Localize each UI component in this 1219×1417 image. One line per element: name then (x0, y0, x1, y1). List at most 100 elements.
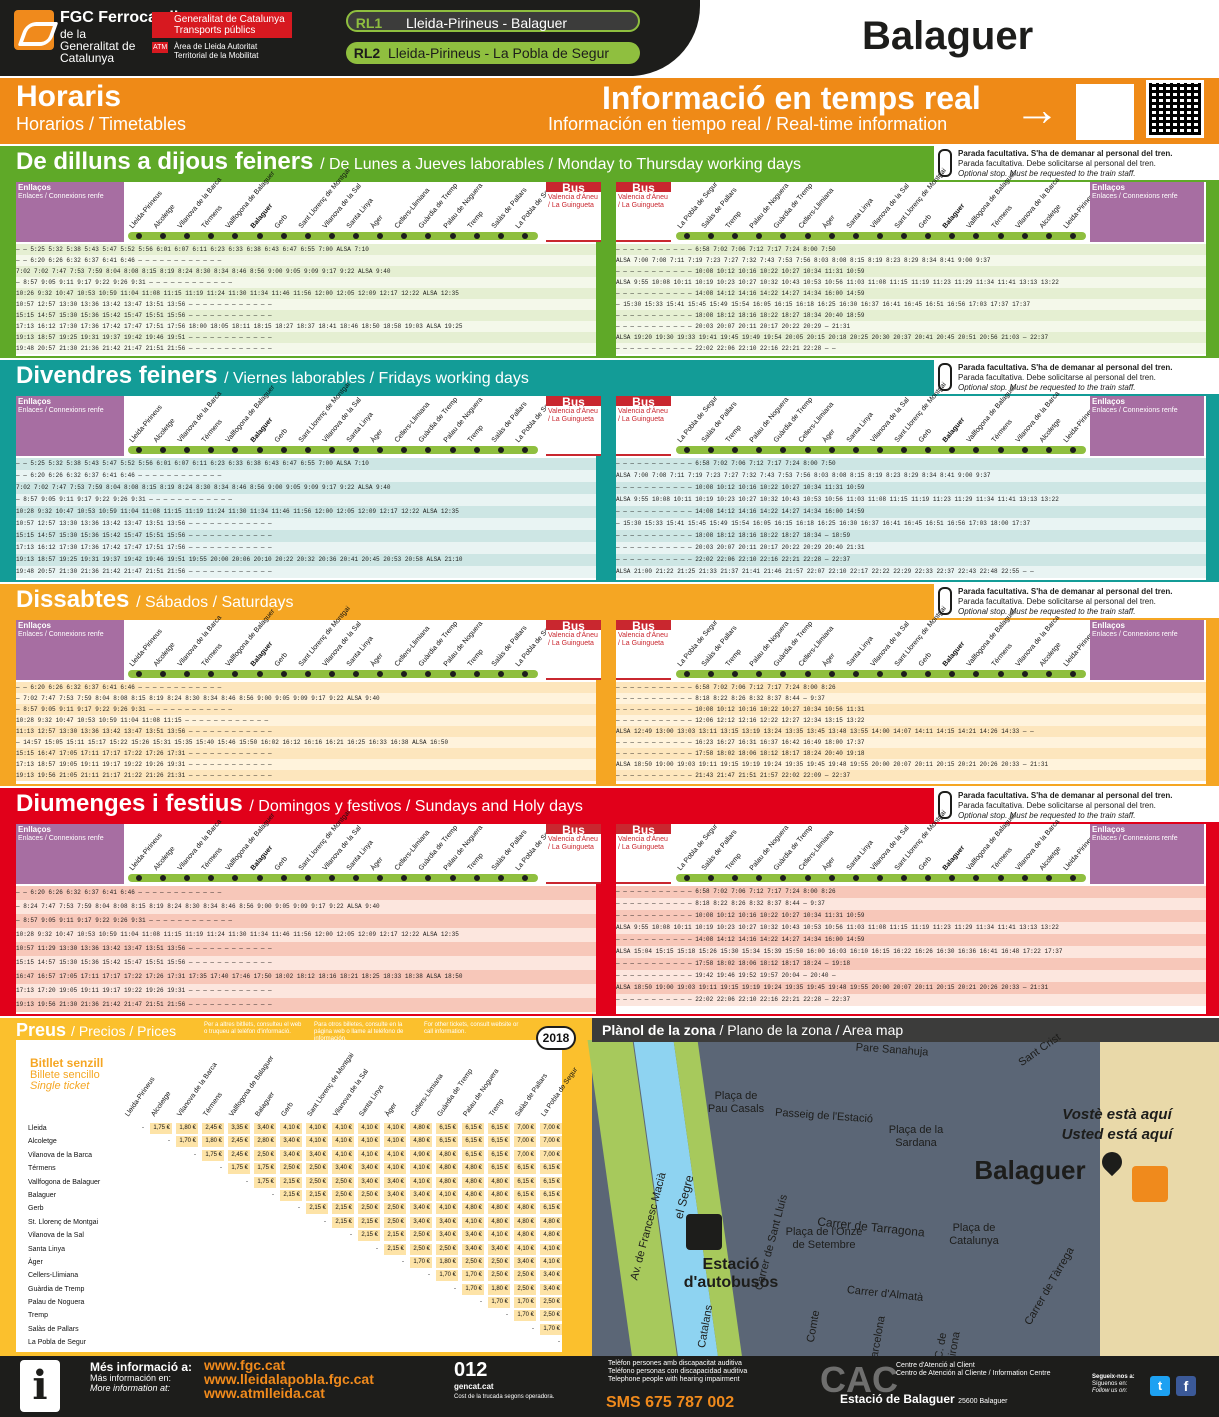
web-atm-link[interactable]: www.atmlleida.cat (204, 1385, 325, 1401)
price-row: Térmens -1,75 €1,75 €2,50 €2,50 €3,40 €3,… (28, 1162, 562, 1175)
price-cell: - (350, 1232, 352, 1239)
station-label: La Pobla de Segur (676, 823, 720, 872)
station-label: Térmens (200, 418, 225, 444)
stop-marker (852, 875, 859, 881)
web-fgc-link[interactable]: www.fgc.cat (204, 1357, 286, 1373)
timetable-row: 10:57 11:29 13:30 13:36 13:42 13:47 13:5… (16, 942, 596, 956)
cac-text: Centre d'Atenció al Client Centro de Aten… (896, 1362, 1050, 1378)
stop-marker (684, 233, 690, 239)
map-label-station: Balaguer (974, 1155, 1086, 1185)
station-label: Alcoletge (1038, 417, 1063, 444)
price-cell: - (376, 1245, 378, 1252)
price-cell: - (220, 1165, 222, 1172)
price-cell: 1,80 € (436, 1256, 458, 1268)
connections-sub: Enlaces / Connexions renfe (1092, 631, 1178, 638)
prices-note-en: For other tickets, consult website or ca… (424, 1022, 519, 1035)
timetable-row: — 15:30 15:33 15:41 15:45 15:49 15:54 16… (616, 518, 1206, 530)
price-cell: 7,00 € (540, 1123, 562, 1134)
timetable-row: — — — — — — — — — — — 6:58 7:02 7:06 7:1… (616, 458, 1206, 470)
optional-stop-ca: Parada facultativa. S'ha de demanar al p… (958, 791, 1173, 800)
atm-logo: Àrea de Lleida Autoritat Territorial de … (152, 42, 292, 60)
stop-marker (521, 671, 528, 677)
connections-label: Enllaços (18, 397, 51, 406)
price-row: Balaguer -2,15 €2,15 €2,50 €2,50 €3,40 €3… (28, 1189, 562, 1202)
stop-marker (1045, 447, 1052, 453)
facebook-icon[interactable]: f (1176, 1376, 1196, 1396)
price-cell: 1,70 € (488, 1297, 510, 1309)
line-track (128, 446, 538, 454)
station-label: Alcoletge (152, 417, 177, 444)
timetable-row: — — 6:20 6:26 6:32 6:37 6:41 6:46 — — — … (16, 886, 596, 900)
fgc-logo-icon (14, 10, 54, 50)
timetable-row: — — — — — — — — — — — 22:02 22:06 22:10 … (616, 343, 1206, 354)
price-cell: - (194, 1151, 196, 1158)
timetable-down: Enllaços Enlaces / Connexions renfe Lleid… (16, 809, 601, 1014)
ticket-ca: Bitllet senzill (30, 1056, 104, 1070)
bus-label: Bus (618, 182, 669, 194)
connections-sub: Enlaces / Connexions renfe (1092, 407, 1178, 414)
stop-marker (208, 875, 215, 881)
price-cell: 6,15 € (540, 1163, 562, 1175)
stop-marker (208, 671, 215, 677)
stop-marker (804, 671, 811, 677)
optional-stop-es: Parada facultativa. Debe solicitarse al … (958, 597, 1156, 606)
map-label-sardana: Plaça de la Sardana (888, 1124, 944, 1149)
web-lleidalapobla-link[interactable]: www.lleidalapobla.fgc.cat (204, 1371, 374, 1387)
timetable-up: Bus Valencia d'Àneu / La Guingueta La Pob… (616, 381, 1206, 580)
stop-marker (756, 447, 763, 453)
price-cell: 4,80 € (436, 1149, 458, 1161)
stop-marker (973, 233, 980, 239)
station-label: Gerb (917, 427, 934, 444)
timetable-row: — — 5:25 5:32 5:38 5:43 5:47 5:52 5:56 6… (16, 458, 596, 470)
prices-title-main: Preus (16, 1020, 67, 1040)
station-label: Balaguer (941, 416, 967, 444)
price-cell: 6,15 € (540, 1189, 562, 1201)
price-station-label: Balaguer (254, 1091, 277, 1118)
price-row-station: Vilanova de la Sal (28, 1232, 84, 1240)
station-label: Àger (821, 856, 837, 872)
twitter-icon[interactable]: t (1150, 1376, 1170, 1396)
price-cell: 4,10 € (358, 1123, 380, 1134)
price-cell: 4,80 € (514, 1216, 536, 1228)
stop-marker (901, 233, 908, 239)
section-header: De dilluns a dijous feiners / De Lunes a… (0, 146, 1219, 180)
qr-code-icon[interactable] (1146, 80, 1204, 138)
station-label: Balaguer (941, 202, 967, 230)
price-cell: 7,00 € (514, 1123, 536, 1134)
optional-stop-ca: Parada facultativa. S'ha de demanar al p… (958, 149, 1173, 158)
realtime-sub: Información en tiempo real / Real-time i… (548, 114, 948, 134)
stop-marker (1069, 447, 1076, 453)
stop-marker (256, 671, 263, 677)
stop-marker (449, 875, 456, 881)
bus-dest: Valencia d'Àneu / La Guingueta (546, 630, 601, 678)
station-label: Vilanova de la Barca (176, 614, 224, 668)
timetable-row: — — — — — — — — — — — 22:02 22:06 22:10 … (616, 554, 1206, 566)
price-cell: 3,40 € (410, 1189, 432, 1201)
stop-marker (1045, 671, 1052, 677)
price-cell: 2,50 € (254, 1149, 276, 1161)
price-cell: 6,15 € (436, 1136, 458, 1148)
price-cell: 1,75 € (202, 1149, 224, 1161)
map-label-onze: Plaça de l'Onze de Setembre (785, 1226, 863, 1251)
more-en: More information at: (90, 1383, 171, 1393)
stop-marker (328, 447, 335, 453)
station-label: Vilanova de la Barca (1014, 176, 1061, 230)
stop-marker (497, 447, 504, 453)
stop-marker (756, 875, 763, 881)
stop-marker (925, 447, 932, 453)
timetable-row: ALSA 18:50 19:00 19:03 19:11 19:15 19:19… (616, 759, 1206, 770)
map-label-here-ca: Vostè està aquí (1062, 1106, 1172, 1123)
price-cell: 6,15 € (514, 1189, 536, 1201)
sms-number[interactable]: SMS 675 787 002 (606, 1394, 735, 1411)
line-name: Lleida-Pirineus - La Pobla de Segur (388, 45, 610, 61)
stop-marker (184, 233, 191, 239)
price-cell: 4,80 € (410, 1136, 432, 1148)
cac-station-name: Estació de Balaguer (840, 1392, 955, 1406)
station-label: Gerb (917, 855, 934, 872)
phone-012[interactable]: 012 (454, 1359, 488, 1381)
timetable-row: — 8:57 9:05 9:11 9:17 9:22 9:26 9:31 — —… (16, 277, 596, 288)
optional-stop-es: Parada facultativa. Debe solicitarse al … (958, 373, 1156, 382)
price-row: Gerb -2,15 €2,15 €2,50 €2,50 €3,40 €4,10 … (28, 1202, 562, 1215)
station-label: Àger (369, 214, 385, 230)
stop-marker (780, 447, 787, 453)
